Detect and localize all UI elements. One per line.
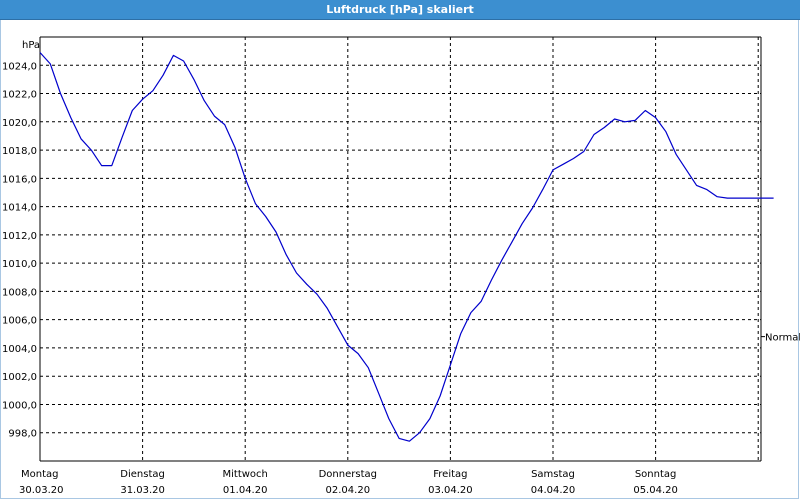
y-tick-label: 1022,0 <box>2 90 37 101</box>
y-tick-label: 1020,0 <box>2 118 37 129</box>
x-date-label: 05.04.20 <box>633 485 678 496</box>
chart-title: Luftdruck [hPa] skaliert <box>0 0 800 20</box>
chart-frame <box>0 20 799 499</box>
y-tick-label: 1004,0 <box>2 344 37 355</box>
y-tick-label: 1024,0 <box>2 61 37 72</box>
y-tick-label: 1010,0 <box>2 259 37 270</box>
normal-label: Normal <box>765 333 800 344</box>
x-date-label: 30.03.20 <box>19 485 64 496</box>
x-day-label: Sonntag <box>635 469 677 480</box>
x-date-label: 01.04.20 <box>223 485 268 496</box>
y-tick-label: 1008,0 <box>2 287 37 298</box>
x-day-label: Mittwoch <box>223 469 268 480</box>
y-axis-label: hPa <box>22 40 40 51</box>
y-tick-label: 1000,0 <box>2 400 37 411</box>
y-tick-label: 1006,0 <box>2 316 37 327</box>
pressure-series-line <box>39 52 774 442</box>
x-day-label: Donnerstag <box>319 469 377 480</box>
x-day-label: Montag <box>21 469 58 480</box>
y-tick-label: 1018,0 <box>2 146 37 157</box>
x-date-label: 03.04.20 <box>428 485 473 496</box>
x-date-label: 02.04.20 <box>326 485 371 496</box>
y-tick-label: 998,0 <box>8 429 37 440</box>
pressure-chart: 998,0 1000,0 1002,0 1004,0 1006,0 1008,0 1010,… <box>2 36 800 496</box>
y-tick-label: 1012,0 <box>2 231 37 242</box>
y-tick-label: 1002,0 <box>2 372 37 383</box>
x-day-label: Freitag <box>433 469 467 480</box>
x-date-label: 31.03.20 <box>120 485 165 496</box>
y-tick-label: 1014,0 <box>2 203 37 214</box>
y-tick-label: 1016,0 <box>2 174 37 185</box>
x-day-label: Dienstag <box>120 469 165 480</box>
x-date-label: 04.04.20 <box>531 485 576 496</box>
x-day-label: Samstag <box>531 469 575 480</box>
